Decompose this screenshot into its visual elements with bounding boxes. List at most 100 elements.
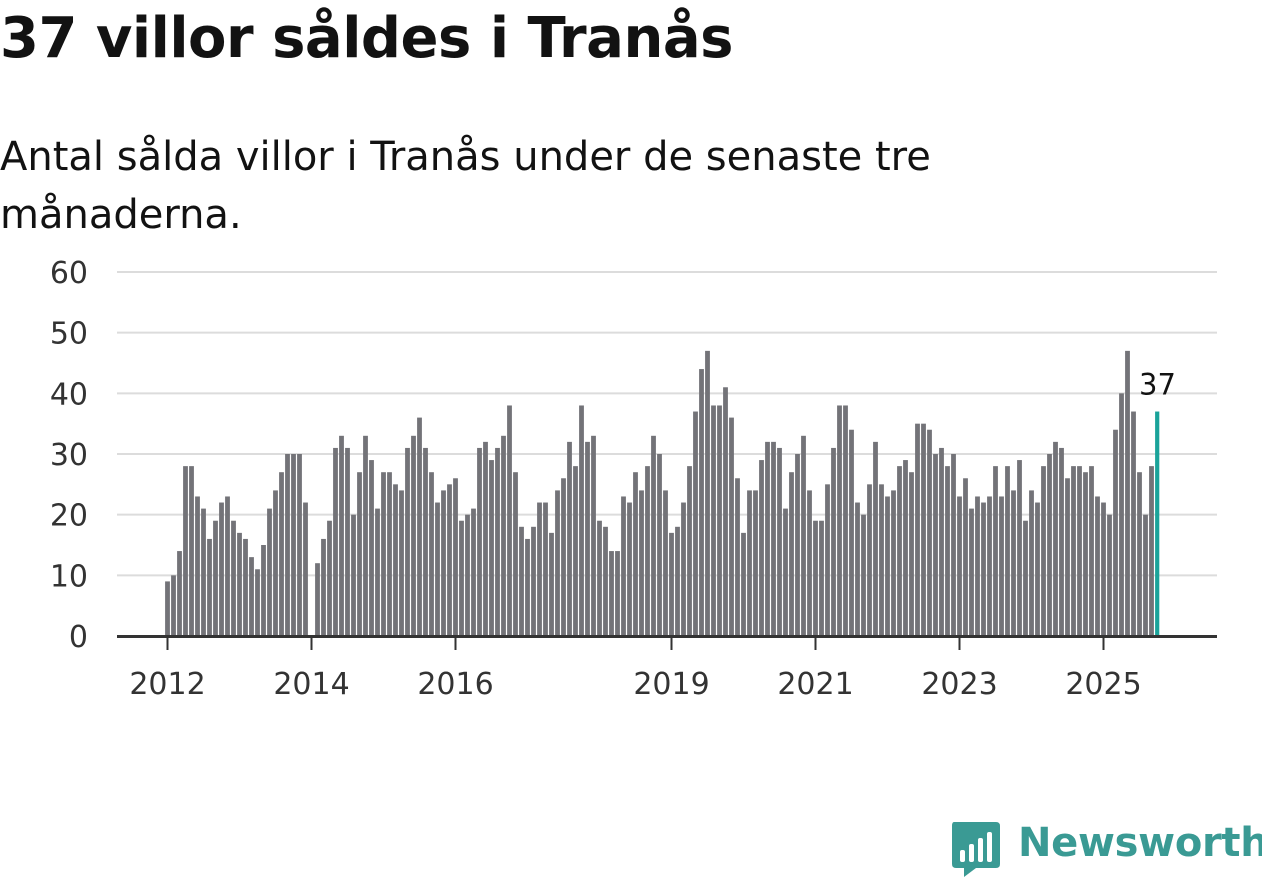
- bar: [987, 496, 992, 636]
- y-tick-label: 20: [50, 499, 88, 534]
- bar: [1113, 429, 1118, 636]
- bar: [471, 508, 476, 636]
- bar: [915, 423, 920, 636]
- bar: [669, 532, 674, 636]
- bar: [279, 472, 284, 636]
- bar: [273, 490, 278, 636]
- bar: [375, 508, 380, 636]
- bar: [1023, 520, 1028, 636]
- bar: [501, 435, 506, 636]
- bar: [255, 569, 260, 636]
- bar: [1041, 466, 1046, 636]
- bar: [855, 502, 860, 636]
- bar: [687, 466, 692, 636]
- bar: [705, 350, 710, 636]
- bar: [351, 514, 356, 636]
- bar: [1005, 466, 1010, 636]
- x-tick-label: 2023: [921, 667, 997, 702]
- bar: [297, 454, 302, 636]
- bar: [927, 429, 932, 636]
- bar: [789, 472, 794, 636]
- bar: [399, 490, 404, 636]
- bar: [777, 447, 782, 636]
- y-tick-label: 40: [50, 377, 88, 412]
- bar: [333, 447, 338, 636]
- bar: [531, 526, 536, 636]
- bar: [453, 478, 458, 636]
- bar: [507, 405, 512, 636]
- bar: [1149, 466, 1154, 636]
- bar: [447, 484, 452, 636]
- bar: [747, 490, 752, 636]
- newsworthy-logo-icon: [952, 822, 1000, 877]
- bar: [435, 502, 440, 636]
- bar: [267, 508, 272, 636]
- bar: [831, 447, 836, 636]
- chart-title: 37 villor såldes i Tranås: [0, 6, 733, 71]
- y-tick-label: 10: [50, 559, 88, 594]
- bar: [879, 484, 884, 636]
- bar: [1095, 496, 1100, 636]
- bar: [621, 496, 626, 636]
- bar: [459, 520, 464, 636]
- bar: [957, 496, 962, 636]
- bar: [573, 466, 578, 636]
- x-tick-label: 2019: [633, 667, 709, 702]
- bar: [327, 520, 332, 636]
- bar: [237, 532, 242, 636]
- bar: [1011, 490, 1016, 636]
- bar: [549, 532, 554, 636]
- bar: [387, 472, 392, 636]
- bar: [411, 435, 416, 636]
- y-axis-labels: 0 10 20 30 40 50 60: [50, 256, 88, 655]
- bar: [1029, 490, 1034, 636]
- bar: [429, 472, 434, 636]
- bar: [1035, 502, 1040, 636]
- bar: [1125, 350, 1130, 636]
- bar: [495, 447, 500, 636]
- bar: [783, 508, 788, 636]
- bar: [339, 435, 344, 636]
- bar: [1089, 466, 1094, 636]
- bar: [489, 460, 494, 636]
- bar: [363, 435, 368, 636]
- bar: [345, 447, 350, 636]
- bar: [717, 405, 722, 636]
- bar: [321, 538, 326, 636]
- bar: [513, 472, 518, 636]
- bar: [825, 484, 830, 636]
- bar: [765, 441, 770, 636]
- bar: [585, 441, 590, 636]
- bar: [933, 454, 938, 636]
- bar: [813, 520, 818, 636]
- bar: [195, 496, 200, 636]
- bar: [285, 454, 290, 636]
- bar: [645, 466, 650, 636]
- bar: [171, 575, 176, 636]
- bar: [519, 526, 524, 636]
- bar: [183, 466, 188, 636]
- bar: [1107, 514, 1112, 636]
- bar: [663, 490, 668, 636]
- bar: [867, 484, 872, 636]
- bar: [207, 538, 212, 636]
- x-tick-label: 2016: [417, 667, 493, 702]
- y-tick-label: 50: [50, 317, 88, 352]
- y-tick-label: 0: [69, 620, 88, 655]
- bar: [753, 490, 758, 636]
- newsworthy-brand: Newsworthy: [950, 820, 1262, 878]
- y-tick-label: 60: [50, 256, 88, 291]
- chart-subtitle: Antal sålda villor i Tranås under de sen…: [0, 134, 931, 238]
- bar: [699, 369, 704, 636]
- bar: [897, 466, 902, 636]
- bar: [819, 520, 824, 636]
- bar: [885, 496, 890, 636]
- bar: [1083, 472, 1088, 636]
- bar: [189, 466, 194, 636]
- bar: [999, 496, 1004, 636]
- bar: [201, 508, 206, 636]
- bar: [1059, 447, 1064, 636]
- x-tick-label: 2021: [777, 667, 853, 702]
- bar: [555, 490, 560, 636]
- x-tick-label: 2014: [273, 667, 349, 702]
